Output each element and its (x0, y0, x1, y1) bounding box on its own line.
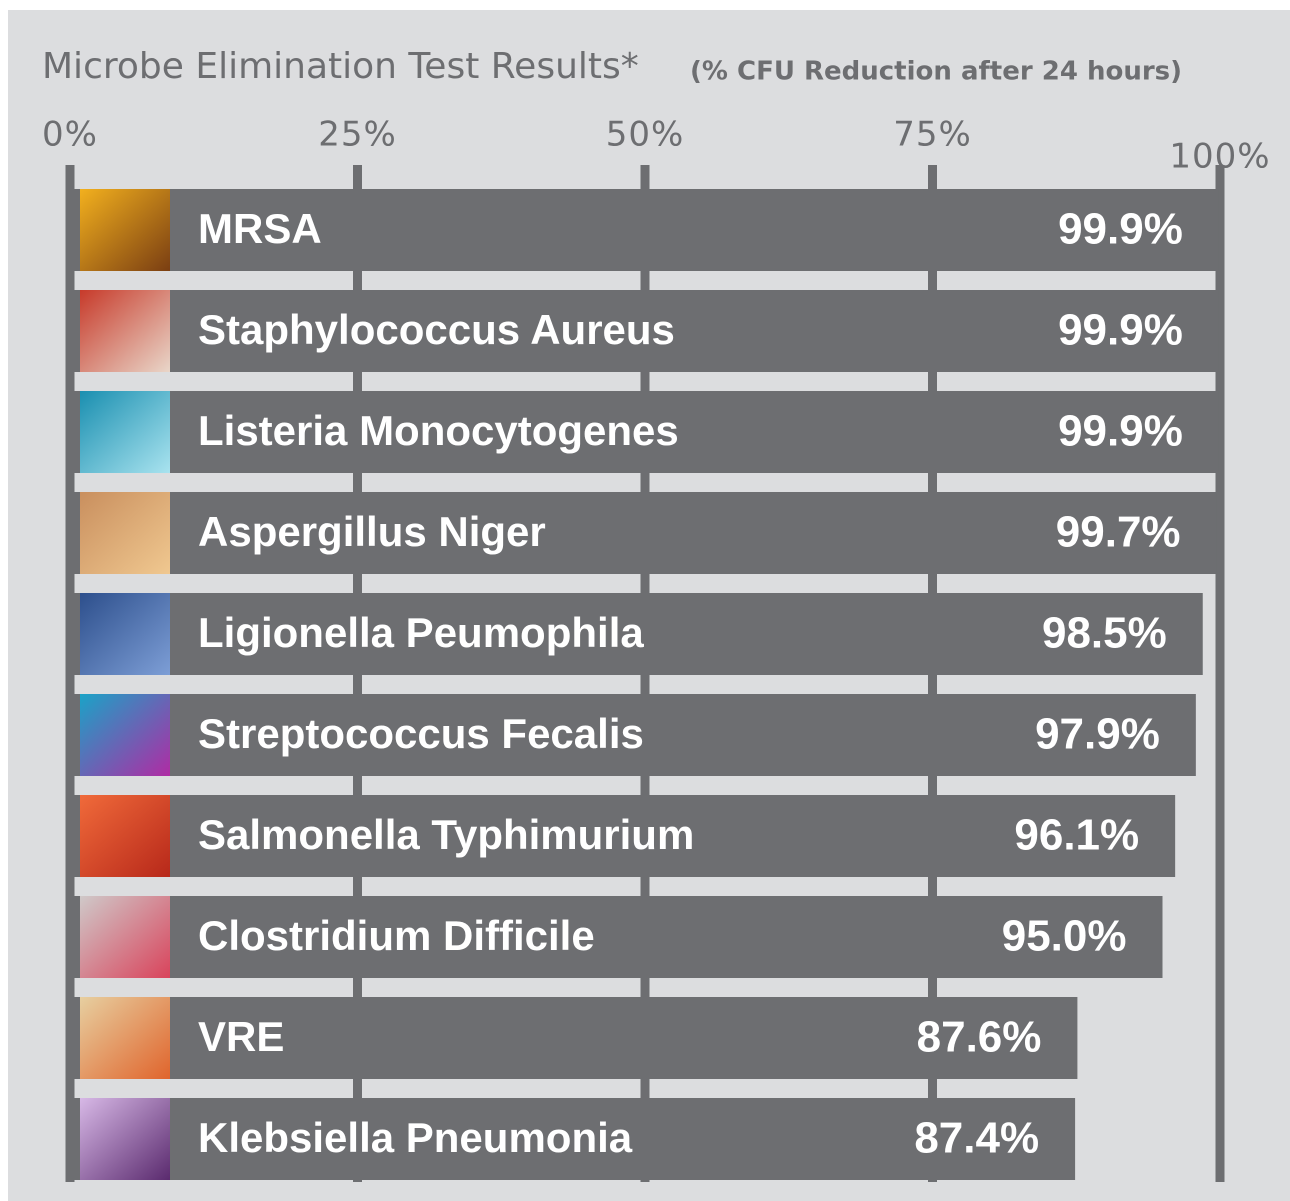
value-label: 96.1% (1014, 811, 1139, 860)
x-tick-label: 25% (318, 115, 397, 155)
chart-title: Microbe Elimination Test Results* (42, 46, 639, 87)
value-label: 99.7% (1056, 508, 1181, 557)
value-label: 99.9% (1058, 407, 1183, 456)
thumbnail (80, 492, 170, 574)
category-label: Klebsiella Pneumonia (198, 1114, 633, 1161)
category-label: Salmonella Typhimurium (198, 811, 694, 858)
category-label: Clostridium Difficile (198, 912, 595, 959)
thumbnail (80, 694, 170, 776)
category-label: VRE (198, 1013, 284, 1060)
value-label: 98.5% (1042, 609, 1167, 658)
thumbnail (80, 896, 170, 978)
x-tick-label: 0% (42, 115, 98, 155)
chart-subtitle: (% CFU Reduction after 24 hours) (690, 57, 1182, 87)
category-label: Staphylococcus Aureus (198, 306, 675, 353)
thumbnail (80, 997, 170, 1079)
x-tick-label: 75% (893, 115, 972, 155)
category-label: Streptococcus Fecalis (198, 710, 644, 757)
category-label: MRSA (198, 205, 322, 252)
value-label: 99.9% (1058, 306, 1183, 355)
thumbnail (80, 1098, 170, 1180)
thumbnail (80, 593, 170, 675)
thumbnail (80, 391, 170, 473)
value-label: 95.0% (1002, 912, 1127, 961)
category-label: Listeria Monocytogenes (198, 407, 679, 454)
chart: Microbe Elimination Test Results* (% CFU… (0, 0, 1290, 1201)
thumbnail (80, 290, 170, 372)
category-label: Aspergillus Niger (198, 508, 546, 555)
value-label: 87.6% (917, 1013, 1042, 1062)
thumbnail (80, 795, 170, 877)
thumbnail (80, 189, 170, 271)
category-label: Ligionella Peumophila (198, 609, 644, 656)
value-label: 97.9% (1035, 710, 1160, 759)
x-tick-label: 50% (606, 115, 685, 155)
value-label: 99.9% (1058, 205, 1183, 254)
value-label: 87.4% (914, 1114, 1039, 1163)
